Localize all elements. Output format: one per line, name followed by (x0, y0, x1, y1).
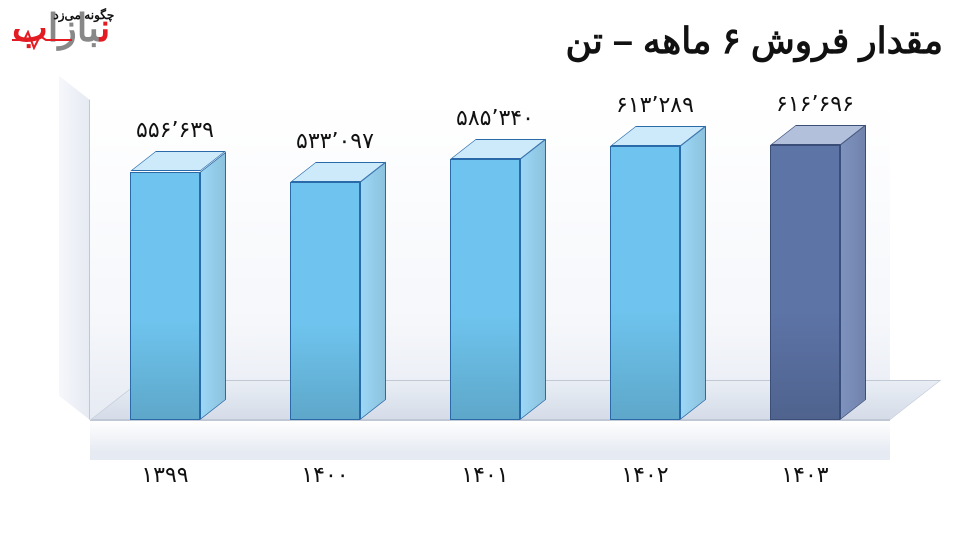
value-label-1: ۵۳۳٬۰۹۷ (245, 128, 425, 154)
pulse-icon (12, 30, 72, 50)
value-label-4: ۶۱۶٬۶۹۶ (725, 91, 905, 117)
brand-logo: چگونه می‌زد نبازاب (12, 12, 110, 46)
chart-title: مقدار فروش ۶ ماهه – تن (200, 20, 943, 62)
value-label-3: ۶۱۳٬۲۸۹ (565, 92, 745, 118)
bar-chart-3d: ۵۵۶٬۶۳۹۵۳۳٬۰۹۷۵۸۵٬۳۴۰۶۱۳٬۲۸۹۶۱۶٬۶۹۶ ۱۳۹۹… (90, 90, 890, 460)
category-label-2: ۱۴۰۱ (405, 462, 565, 488)
category-label-3: ۱۴۰۲ (565, 462, 725, 488)
value-label-0: ۵۵۶٬۶۳۹ (85, 117, 265, 143)
value-label-2: ۵۸۵٬۳۴۰ (405, 105, 585, 131)
category-label-1: ۱۴۰۰ (245, 462, 405, 488)
logo-tagline: چگونه می‌زد (53, 10, 114, 21)
category-label-4: ۱۴۰۳ (725, 462, 885, 488)
category-label-0: ۱۳۹۹ (85, 462, 245, 488)
